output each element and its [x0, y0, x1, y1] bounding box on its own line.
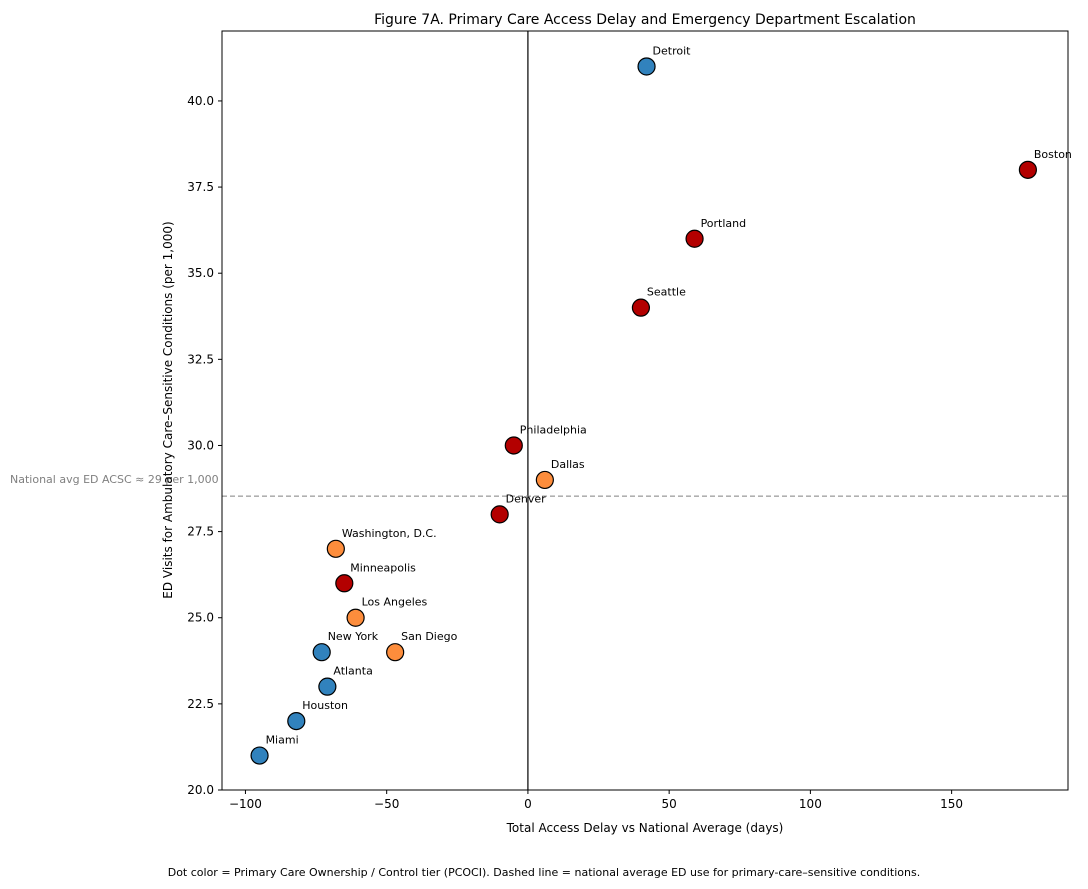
point-label: Washington, D.C. [342, 527, 437, 540]
x-tick-label: 100 [799, 797, 822, 811]
data-point [685, 229, 704, 248]
data-point [318, 677, 337, 696]
y-tick-label: 25.0 [187, 611, 214, 625]
y-tick-label: 27.5 [187, 525, 214, 539]
x-tick-label: 150 [940, 797, 963, 811]
chart-title: Figure 7A. Primary Care Access Delay and… [374, 12, 916, 28]
point-label: Minneapolis [350, 561, 416, 574]
x-tick-label: −50 [374, 797, 399, 811]
point-label: San Diego [401, 630, 457, 643]
plot-frame [221, 30, 1069, 791]
y-tick-label: 35.0 [187, 266, 214, 280]
y-tick-label: 30.0 [187, 438, 214, 452]
data-point [250, 746, 269, 765]
data-point [631, 298, 651, 317]
x-axis-label: Total Access Delay vs National Average (… [506, 821, 784, 835]
data-point [287, 711, 306, 731]
point-label: Denver [506, 492, 546, 505]
y-tick-label: 32.5 [187, 352, 214, 366]
y-axis-label: ED Visits for Ambulatory Care–Sensitive … [161, 221, 175, 598]
data-point [535, 470, 554, 490]
y-tick-label: 22.5 [187, 697, 214, 711]
hline-label: National avg ED ACSC ≈ 29 per 1,000 [10, 473, 219, 486]
data-point [637, 57, 656, 76]
point-label: Boston [1034, 148, 1072, 161]
point-label: Houston [302, 699, 348, 712]
x-tick-label: −100 [229, 797, 262, 811]
point-label: Atlanta [333, 665, 372, 678]
x-tick-label: 0 [524, 797, 532, 811]
point-label: Detroit [653, 44, 692, 57]
point-label: Portland [701, 217, 747, 230]
point-label: Dallas [551, 458, 585, 471]
data-point [312, 643, 331, 662]
point-label: Seattle [647, 286, 686, 299]
x-tick-label: 50 [662, 797, 677, 811]
y-tick-label: 20.0 [187, 783, 214, 797]
point-label: New York [328, 630, 379, 643]
data-point [346, 608, 365, 627]
footnote: Dot color = Primary Care Ownership / Con… [168, 866, 921, 879]
data-point [326, 539, 345, 558]
point-label: Philadelphia [520, 423, 587, 436]
data-point [504, 436, 523, 455]
point-label: Miami [266, 734, 299, 747]
y-tick-label: 40.0 [187, 94, 214, 108]
y-tick-label: 37.5 [187, 180, 214, 194]
data-point [490, 505, 509, 524]
data-point [1018, 160, 1037, 179]
data-point [335, 574, 354, 593]
data-point [386, 643, 405, 662]
point-label: Los Angeles [362, 596, 428, 609]
